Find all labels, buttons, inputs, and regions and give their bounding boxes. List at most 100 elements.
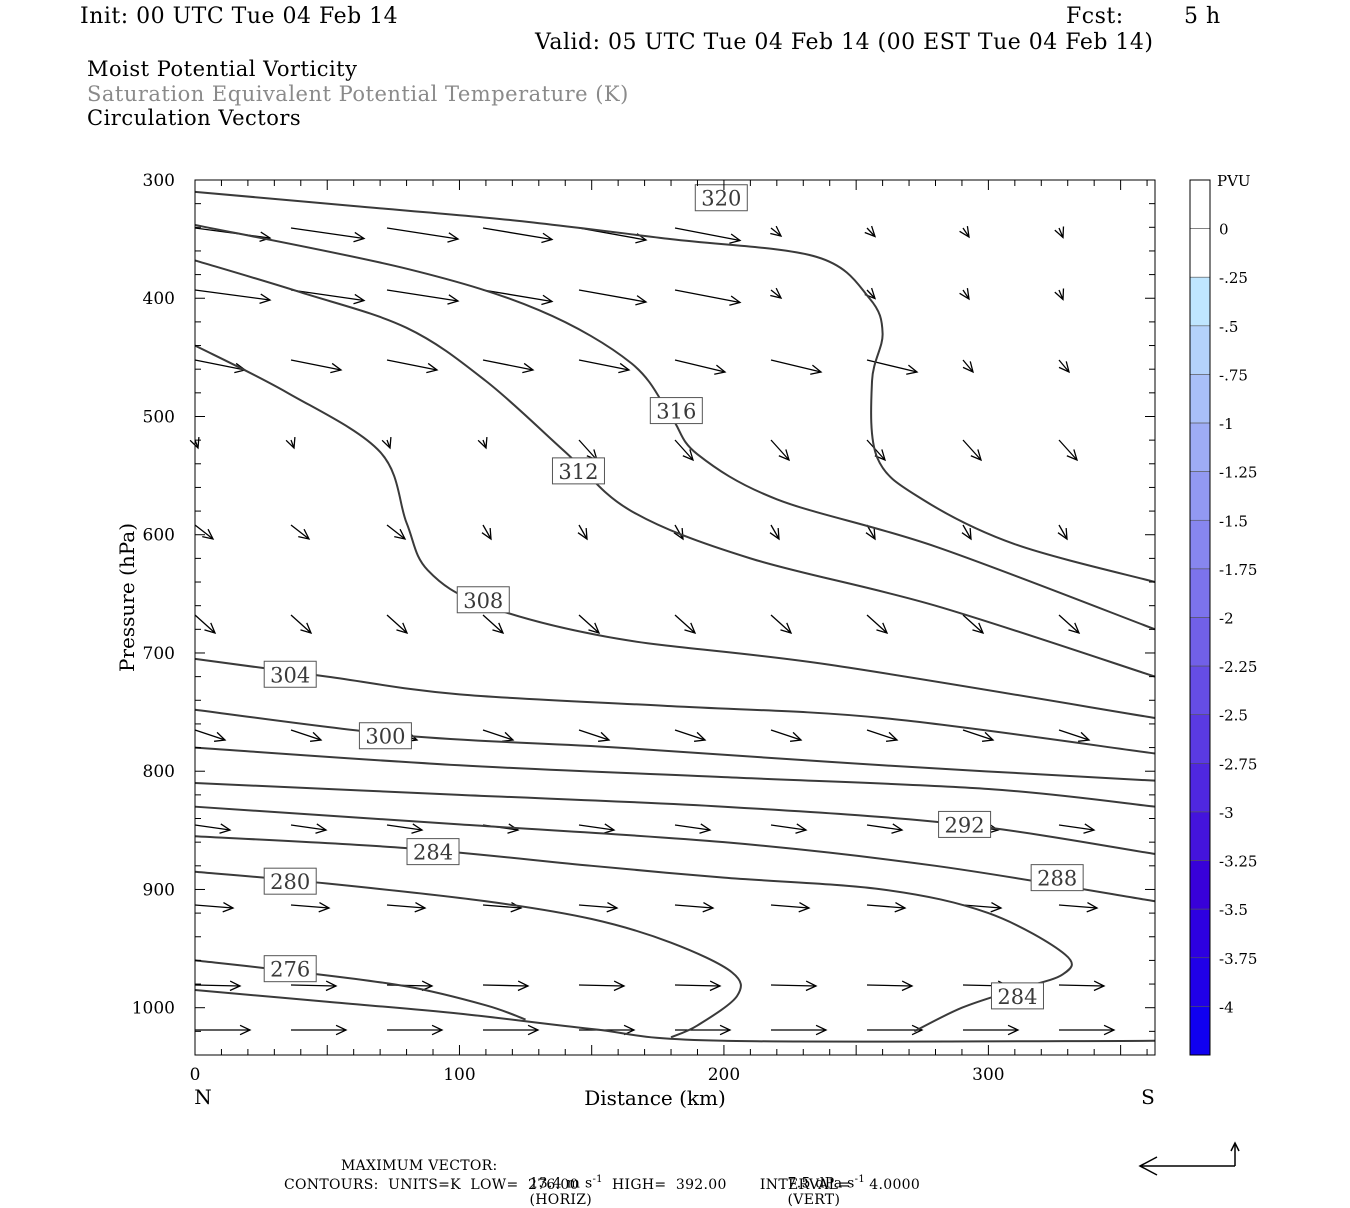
vector-arrow: [962, 904, 1002, 909]
vector-arrowhead: [517, 980, 530, 992]
colorbar-level-label: 0: [1219, 221, 1229, 239]
vector-arrow: [674, 227, 741, 242]
vector-arrow: [578, 439, 598, 461]
vector-arrow: [578, 984, 625, 987]
colorbar-level-label: -2.25: [1219, 658, 1257, 676]
vector-arrow: [962, 524, 972, 540]
plot-border: [194, 179, 1156, 1056]
vector-arrowhead: [285, 436, 296, 450]
vector-arrow: [386, 824, 423, 831]
colorbar-segment: [1189, 276, 1211, 327]
vector-arrowhead: [222, 901, 235, 913]
colorbar-level-label: -2.5: [1219, 707, 1248, 725]
vector-arrowhead: [865, 527, 876, 541]
vector-arrowhead: [606, 901, 619, 913]
y-tick-label: 1000: [132, 999, 175, 1019]
contour-300: [194, 708, 1156, 782]
colorbar-segment: [1189, 325, 1211, 375]
vector-arrowhead: [300, 622, 313, 635]
contour-label: 308: [463, 589, 503, 613]
contour-label-box: [694, 184, 748, 212]
y-tick-label: 900: [143, 880, 175, 900]
vector-arrow: [1058, 524, 1068, 540]
vector-arrowhead: [684, 622, 697, 635]
vector-arrowhead: [202, 528, 215, 540]
vector-arrow: [962, 439, 982, 461]
vector-arrow: [674, 904, 714, 909]
horiz-exponent: -1: [592, 1174, 603, 1185]
vector-arrowhead: [310, 731, 323, 742]
vector-arrowhead: [1093, 980, 1106, 992]
vector-arrow: [194, 984, 241, 987]
vector-arrow: [770, 729, 802, 741]
colorbar-segment: [1189, 763, 1211, 813]
vector-arrowhead: [353, 231, 366, 243]
colorbar-level-label: -4: [1219, 998, 1234, 1016]
south-label: S: [1141, 1085, 1155, 1109]
vector-arrowhead: [541, 294, 554, 306]
vector-arrowhead: [810, 364, 823, 375]
vector-arrowhead: [729, 233, 742, 244]
vector-arrowhead: [961, 527, 972, 541]
vector-arrowhead: [673, 527, 684, 541]
vector-arrow: [674, 984, 721, 987]
vector-arrow: [674, 524, 684, 540]
colorbar-level-label: -3.5: [1219, 901, 1248, 919]
contour-label: 316: [656, 400, 696, 424]
vector-arrowhead: [729, 295, 742, 306]
vector-arrowhead: [770, 225, 783, 237]
vector-arrowhead: [259, 293, 272, 304]
contour-label-box: [263, 660, 317, 688]
vector-arrow: [674, 614, 696, 634]
vector-arrow: [770, 227, 782, 237]
field-title-vectors: Circulation Vectors: [87, 106, 302, 130]
colorbar-segment: [1189, 568, 1211, 618]
vector-arrow: [866, 904, 906, 909]
plot-frame: [194, 179, 1156, 1056]
vector-arrowhead: [298, 528, 311, 540]
vector-arrow: [962, 227, 970, 238]
vector-arrowhead: [1083, 823, 1096, 834]
contour-272: [194, 988, 1156, 1043]
vector-arrowhead: [891, 823, 904, 834]
vector-arrow: [1058, 729, 1090, 741]
vector-arrow: [770, 359, 822, 373]
vector-arrow: [194, 729, 226, 741]
y-tick-label: 300: [143, 171, 175, 191]
contour-label: 300: [365, 725, 405, 749]
colorbar-segment: [1189, 471, 1211, 521]
vector-arrow: [674, 729, 706, 741]
colorbar-segment: [1189, 908, 1211, 959]
contour-label: 284: [997, 985, 1037, 1009]
vector-arrow: [386, 289, 459, 302]
vector-arrow: [770, 524, 780, 540]
contour-label: 276: [270, 958, 310, 982]
vector-arrow: [578, 614, 600, 634]
vector-arrowhead: [477, 436, 488, 450]
vector-arrowhead: [1086, 901, 1099, 913]
vector-arrow: [770, 289, 782, 299]
vector-arrow: [770, 904, 810, 909]
colorbar-level-label: -3.25: [1219, 853, 1257, 871]
vector-arrow: [770, 984, 817, 987]
vector-arrowhead: [682, 449, 695, 462]
vector-arrow: [194, 614, 216, 634]
vector-arrow: [290, 614, 312, 634]
contour-304: [194, 657, 1156, 755]
contour-label: 288: [1037, 867, 1077, 891]
vector-arrow: [674, 439, 694, 461]
vector-arrow: [1058, 614, 1080, 634]
vector-arrow: [482, 984, 529, 987]
vector-arrow: [482, 359, 534, 371]
vector-arrow: [1058, 359, 1070, 373]
vector-arrowhead: [447, 232, 460, 243]
vector-arrowhead: [635, 295, 648, 306]
contour-296: [194, 746, 1156, 808]
vector-arrow: [482, 524, 492, 540]
vector-arrowhead: [204, 622, 217, 635]
vector-arrowhead: [886, 731, 899, 742]
vector-arrow: [290, 984, 337, 987]
init-time: Init: 00 UTC Tue 04 Feb 14: [80, 4, 399, 29]
vector-arrowhead: [709, 980, 722, 992]
contour-288: [194, 805, 1156, 903]
